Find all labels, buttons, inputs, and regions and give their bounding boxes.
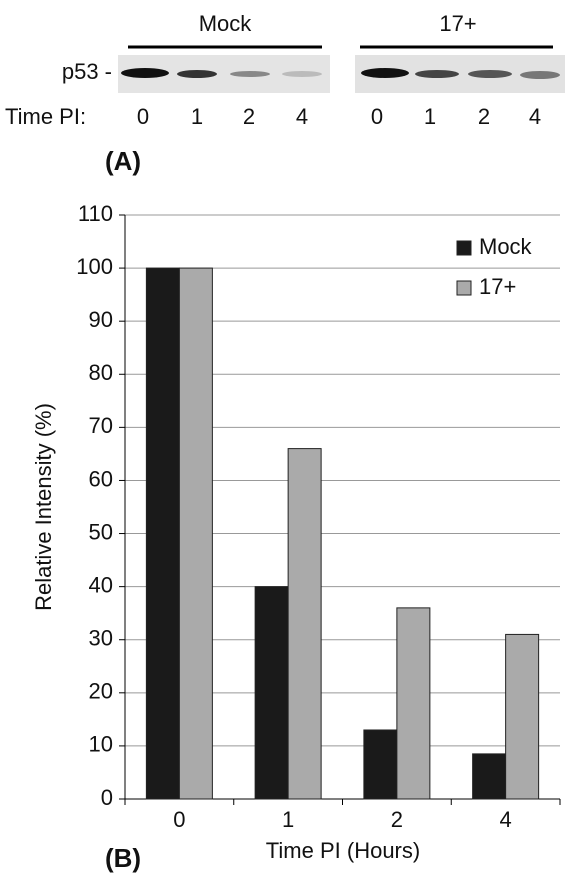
band: [121, 68, 169, 78]
legend-swatch: [457, 241, 471, 255]
band: [415, 70, 459, 78]
x-tick-label: 1: [282, 807, 294, 832]
x-tick-label: 2: [391, 807, 403, 832]
legend-label: 17+: [479, 274, 516, 299]
x-tick-label: 0: [173, 807, 185, 832]
blot-panel: Mock 17+ p53 - Time PI: 0 1 2 4 0 1 2 4 …: [5, 11, 565, 176]
y-tick-label: 20: [89, 679, 113, 704]
band: [177, 70, 217, 78]
lane-label: 0: [371, 104, 383, 129]
lane-label: 0: [137, 104, 149, 129]
panel-label: (A): [105, 146, 141, 176]
bar: [255, 587, 288, 799]
bar: [506, 634, 539, 799]
y-tick-label: 30: [89, 626, 113, 651]
bar: [288, 449, 321, 799]
bar: [179, 268, 212, 799]
band: [520, 71, 560, 79]
group-label: Mock: [199, 11, 253, 36]
y-tick-label: 90: [89, 307, 113, 332]
y-tick-label: 80: [89, 360, 113, 385]
panel-label: (B): [105, 843, 141, 873]
row-label: Time PI:: [5, 104, 86, 129]
y-tick-label: 10: [89, 732, 113, 757]
y-tick-label: 0: [101, 785, 113, 810]
bar: [364, 730, 397, 799]
lane-label: 1: [424, 104, 436, 129]
y-tick-label: 50: [89, 519, 113, 544]
band: [468, 70, 512, 78]
figure: Mock 17+ p53 - Time PI: 0 1 2 4 0 1 2 4 …: [0, 0, 567, 882]
y-tick-label: 70: [89, 413, 113, 438]
y-tick-label: 100: [76, 254, 113, 279]
lane-label: 1: [191, 104, 203, 129]
bar: [397, 608, 430, 799]
lane-label: 2: [478, 104, 490, 129]
y-tick-label: 40: [89, 572, 113, 597]
lane-label: 4: [296, 104, 308, 129]
y-tick-label: 110: [78, 201, 113, 226]
legend-label: Mock: [479, 234, 533, 259]
x-axis-label: Time PI (Hours): [266, 838, 420, 863]
band: [230, 71, 270, 77]
legend-swatch: [457, 281, 471, 295]
bar: [473, 754, 506, 799]
band: [361, 68, 409, 78]
band: [282, 71, 322, 77]
y-axis-label: Relative Intensity (%): [31, 403, 56, 611]
band-label: p53 -: [62, 59, 112, 84]
lane-label: 4: [529, 104, 541, 129]
lane-label: 2: [243, 104, 255, 129]
group-label: 17+: [439, 11, 476, 36]
x-tick-label: 4: [500, 807, 512, 832]
bar: [146, 268, 179, 799]
y-tick-label: 60: [89, 466, 113, 491]
